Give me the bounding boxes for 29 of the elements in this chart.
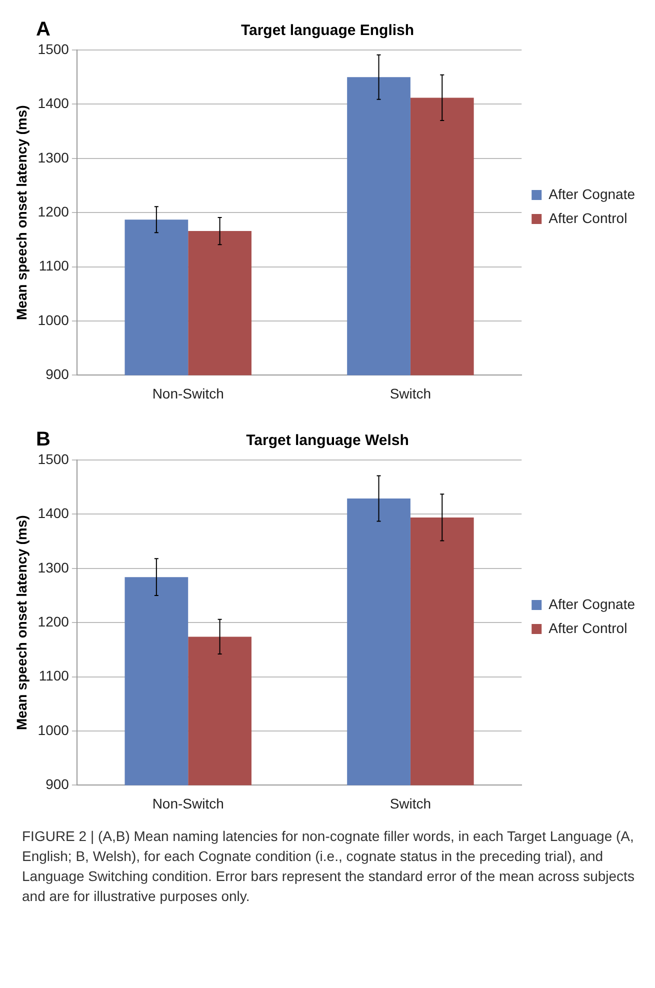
x-tick-label: Non-Switch: [152, 385, 224, 402]
caption: FIGURE 2 | (A,B) Mean naming latencies for non-cognate filler words, in each Target Language (A, English; B, Welsh), for each Cognate condition (i.e., cognate status in the preceding trial), and Language Switching condition. Error bars represent the standard error of the mean across subjects and are for illustrative purposes only.: [22, 827, 636, 906]
y-axis-title: Mean speech onset latency (ms): [13, 515, 30, 730]
legend-label: After Cognate: [548, 596, 636, 612]
y-axis-title: Mean speech onset latency (ms): [13, 105, 30, 320]
y-tick-label: 1100: [38, 258, 70, 274]
y-tick-label: 1300: [38, 149, 70, 166]
y-tick-label: 1200: [38, 203, 70, 220]
text: A: [36, 18, 50, 41]
x-tick-label: Non-Switch: [152, 795, 224, 812]
y-tick-label: 1300: [38, 559, 70, 576]
y-tick-label: 1400: [38, 505, 70, 522]
y-tick-label: 1100: [38, 668, 70, 684]
y-tick-label: 1400: [38, 95, 70, 112]
legend-label: After Control: [548, 210, 628, 226]
y-tick-label: 1500: [38, 40, 70, 57]
y-tick-label: 1200: [38, 613, 70, 630]
y-tick-label: 900: [46, 776, 70, 792]
text: B: [36, 428, 50, 451]
chart-title: Target language Welsh: [246, 432, 409, 450]
chart-title: Target language English: [240, 22, 414, 40]
y-tick-label: 1000: [38, 722, 70, 738]
x-tick-label: Switch: [390, 795, 432, 812]
x-tick-label: Switch: [390, 385, 432, 402]
legend-label: After Cognate: [548, 186, 636, 202]
y-tick-label: 900: [46, 366, 70, 382]
y-tick-label: 1000: [38, 312, 70, 328]
y-tick-label: 1500: [38, 450, 70, 467]
legend-label: After Control: [548, 620, 628, 636]
